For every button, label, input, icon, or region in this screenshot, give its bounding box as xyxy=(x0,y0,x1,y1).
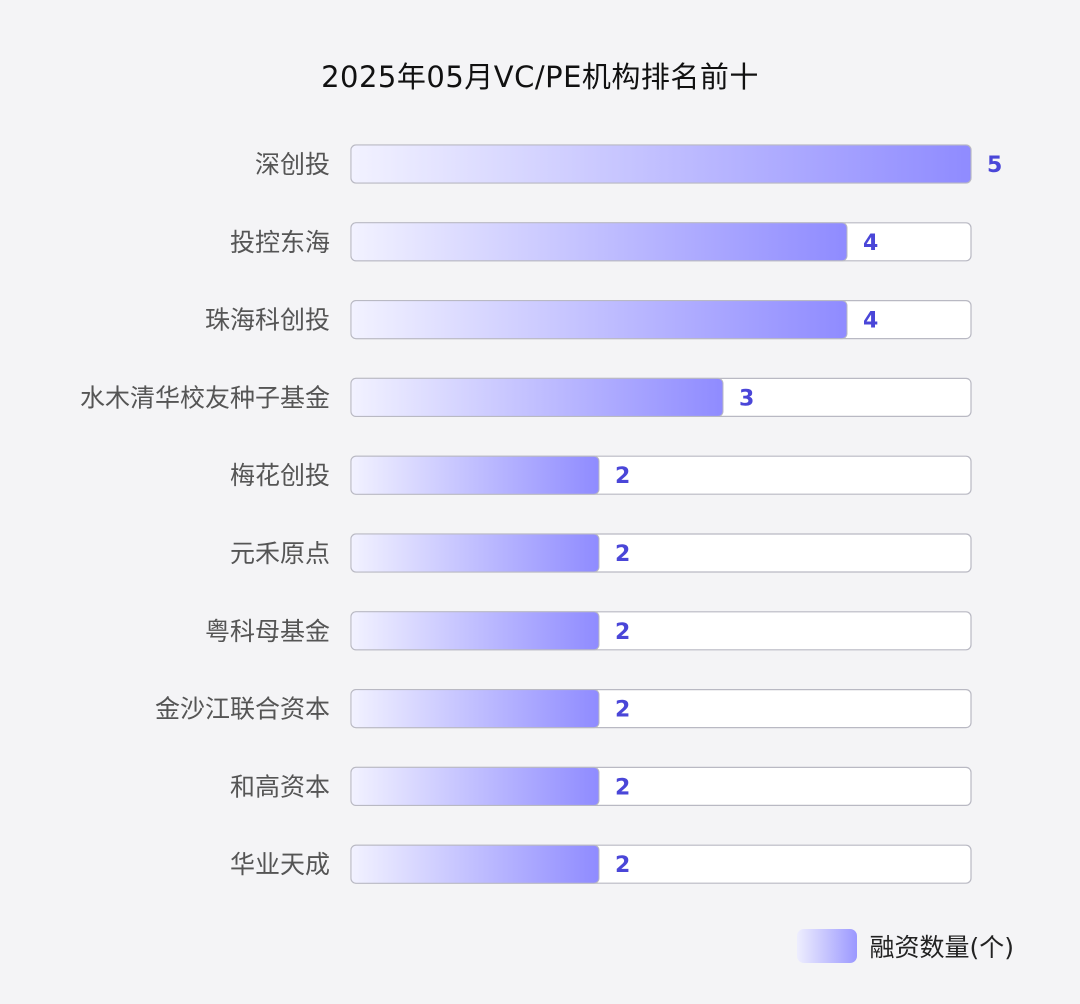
legend-swatch xyxy=(797,929,858,963)
bar-row: 华业天成 2 xyxy=(230,844,972,884)
category-label: 华业天成 xyxy=(230,850,330,879)
category-label: 水木清华校友种子基金 xyxy=(80,383,330,412)
value-label: 3 xyxy=(739,386,754,411)
bar-row: 和高资本 2 xyxy=(230,766,972,807)
category-label: 珠海科创投 xyxy=(205,306,330,335)
category-label: 投控东海 xyxy=(230,228,330,257)
bar-row: 梅花创投 2 xyxy=(230,455,972,495)
value-label: 2 xyxy=(615,853,630,878)
bar xyxy=(350,144,972,184)
bar xyxy=(350,844,600,884)
bar xyxy=(350,689,600,729)
chart-title: 2025年05月VC/PE机构排名前十 xyxy=(321,60,759,94)
legend-label: 融资数量(个) xyxy=(869,933,1014,962)
value-label: 2 xyxy=(615,464,630,489)
category-label: 梅花创投 xyxy=(230,461,330,490)
bar-row: 元禾原点 2 xyxy=(230,533,972,573)
category-label: 和高资本 xyxy=(230,772,330,801)
bar xyxy=(350,300,848,340)
bar-row: 投控东海 4 xyxy=(230,222,972,262)
bar xyxy=(350,533,600,573)
bar xyxy=(350,766,600,806)
category-label: 元禾原点 xyxy=(230,539,330,568)
category-label: 粤科母基金 xyxy=(205,617,330,646)
category-label: 金沙江联合资本 xyxy=(155,695,330,724)
value-label: 5 xyxy=(987,153,1002,178)
bar-row: 深创投 5 xyxy=(255,144,1002,184)
bar-row: 金沙江联合资本 2 xyxy=(155,688,972,729)
bar xyxy=(350,455,600,495)
bar-row: 粤科母基金 2 xyxy=(205,611,972,651)
value-label: 4 xyxy=(863,309,878,334)
bar xyxy=(350,611,600,651)
value-label: 4 xyxy=(863,231,878,256)
value-label: 2 xyxy=(615,775,630,800)
bar-row: 珠海科创投 4 xyxy=(205,300,972,340)
category-label: 深创投 xyxy=(255,150,330,179)
legend: 融资数量(个) xyxy=(797,928,1014,964)
value-label: 2 xyxy=(615,542,630,567)
bar xyxy=(350,222,848,262)
bar xyxy=(350,377,724,417)
bar-row: 水木清华校友种子基金 3 xyxy=(80,377,972,417)
value-label: 2 xyxy=(615,698,630,723)
value-label: 2 xyxy=(615,620,630,645)
